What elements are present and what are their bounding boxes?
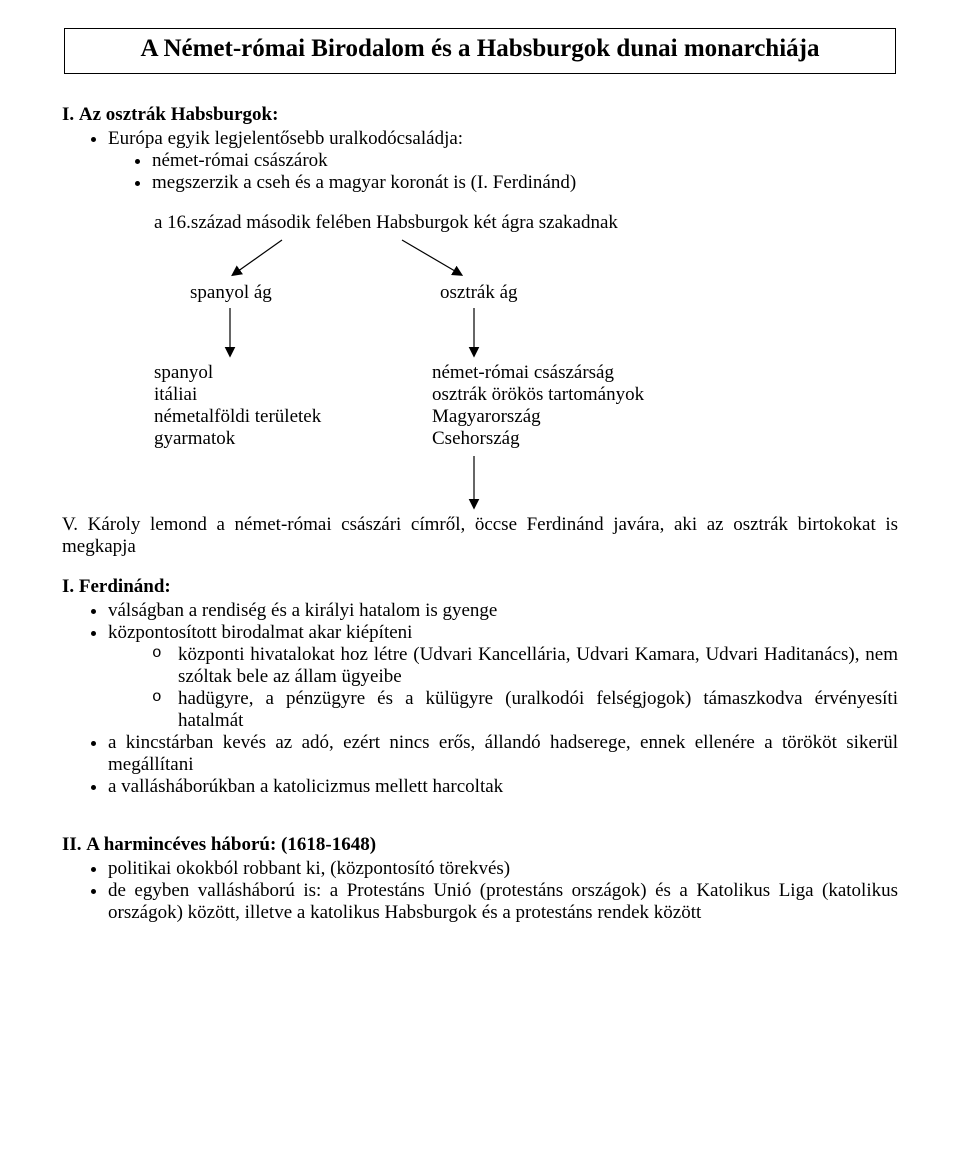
list-item: megszerzik a cseh és a magyar koronát is… — [152, 172, 898, 194]
list-item: válságban a rendiség és a királyi hatalo… — [108, 600, 898, 622]
section-1-num: I. — [62, 104, 74, 125]
text: németalföldi területek — [154, 406, 422, 428]
text: Magyarország — [432, 406, 898, 428]
ferdinand-label: I. Ferdinánd: — [62, 576, 171, 597]
fork-arrows — [62, 238, 898, 280]
list-item: politikai okokból robbant ki, (központos… — [108, 858, 898, 880]
list-item: a kincstárban kevés az adó, ezért nincs … — [108, 732, 898, 776]
title-box: A Német-római Birodalom és a Habsburgok … — [64, 28, 896, 74]
list-item: német-római császárok — [152, 150, 898, 172]
text: spanyol — [154, 362, 422, 384]
text: Európa egyik legjelentősebb uralkodócsal… — [108, 128, 463, 149]
list-item: hadügyre, a pénzügyre és a külügyre (ura… — [152, 688, 898, 732]
branch-columns: spanyol itáliai németalföldi területek g… — [62, 362, 898, 450]
vkaroly-para: V. Károly lemond a német-római császári … — [62, 514, 898, 558]
section-1-name: Az osztrák Habsburgok: — [79, 104, 279, 125]
text: itáliai — [154, 384, 422, 406]
section-2-name: A harmincéves háború: (1618-1648) — [86, 834, 376, 855]
text: gyarmatok — [154, 428, 422, 450]
list-item: de egyben vallásháború is: a Protestáns … — [108, 880, 898, 924]
section-2-head: II. A harmincéves háború: (1618-1648) — [62, 834, 898, 856]
ferdinand-head: I. Ferdinánd: — [62, 576, 898, 598]
section-1-head: I. Az osztrák Habsburgok: — [62, 104, 898, 126]
branch-left: spanyol ág — [62, 282, 422, 304]
branch-labels: spanyol ág osztrák ág — [62, 282, 898, 304]
list-item: központi hivatalokat hoz létre (Udvari K… — [152, 644, 898, 688]
text: osztrák örökös tartományok — [432, 384, 898, 406]
list-item: Európa egyik legjelentősebb uralkodócsal… — [108, 128, 898, 194]
branch-right: osztrák ág — [422, 282, 898, 304]
down-arrow-2 — [62, 450, 898, 514]
list-item: a vallásháborúkban a katolicizmus mellet… — [108, 776, 898, 798]
list-item: központosított birodalmat akar kiépíteni… — [108, 622, 898, 732]
down-arrows-1 — [62, 304, 898, 362]
section-2-num: II. — [62, 834, 82, 855]
text: német-római császárság — [432, 362, 898, 384]
page-title: A Német-római Birodalom és a Habsburgok … — [75, 35, 885, 63]
century-line: a 16.század második felében Habsburgok k… — [154, 212, 898, 234]
text: Csehország — [432, 428, 898, 450]
text: központosított birodalmat akar kiépíteni — [108, 622, 412, 643]
